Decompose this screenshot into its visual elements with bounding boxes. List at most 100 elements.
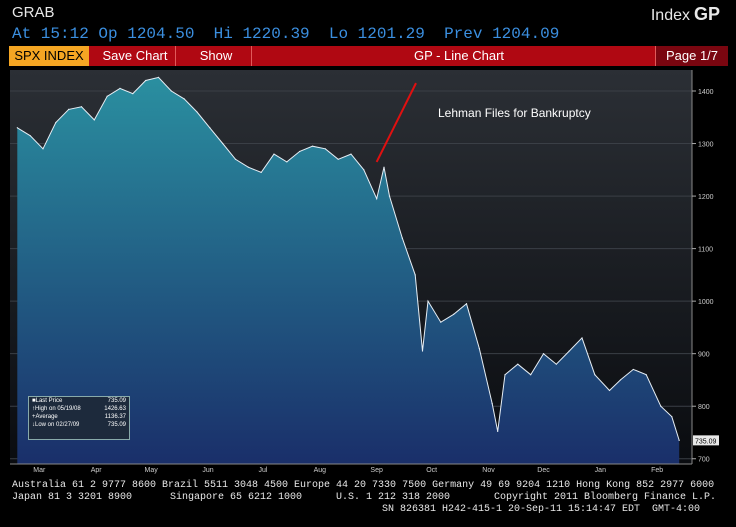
data-point [376,198,378,200]
data-point [68,108,70,110]
x-tick-label: Oct [426,467,437,474]
legend-value: 735.09 [107,398,126,404]
data-point [42,148,44,150]
data-point [478,347,480,350]
data-point [671,416,673,418]
legend-label: Last Price [35,398,63,404]
last-value-tag-text: 735.09 [695,438,717,445]
data-point [247,166,249,168]
x-tick-label: Dec [537,467,550,474]
legend-row-low: ↓Low on 02/27/09 735.09 [32,422,126,428]
legend-label: Average [35,414,58,420]
data-point [157,76,160,78]
data-point [209,127,211,129]
data-point [555,363,557,365]
data-point [401,237,403,239]
data-point [517,363,519,365]
data-point [119,87,121,89]
data-point [414,274,416,276]
data-point [504,374,506,376]
x-tick-label: Jun [202,467,213,474]
data-point [440,321,442,323]
footer-copyright: Copyright 2011 Bloomberg Finance L.P. [494,492,717,503]
x-tick-label: May [145,467,159,474]
legend-label: Low on 02/27/09 [35,422,80,428]
data-point [453,313,455,315]
data-point [568,350,570,352]
data-point [260,171,262,174]
legend-value: 1136.37 [104,414,126,420]
legend-value: 735.09 [107,422,126,428]
x-tick-label: Jan [595,467,606,474]
data-point [619,379,622,381]
x-tick-label: Mar [33,467,46,474]
data-point [273,153,275,155]
footer-contacts: Australia 61 2 9777 8600 Brazil 5511 304… [12,480,715,491]
data-point [542,353,545,355]
data-point [678,439,680,441]
data-point [196,111,198,113]
y-tick-label: 1200 [698,194,714,201]
data-point [581,337,583,339]
data-point [170,90,172,92]
x-tick-label: Aug [314,467,327,474]
show-button[interactable]: Show [181,46,252,66]
data-point [660,405,662,407]
index-code: GP [693,4,720,24]
footer-us: U.S. 1 212 318 2000 [336,492,451,503]
data-point [608,389,611,392]
data-point [299,150,301,153]
data-point [363,169,365,171]
save-chart-button[interactable]: Save Chart [95,46,176,66]
legend-row-high: ↑High on 05/19/08 1426.63 [32,406,126,412]
series-line [17,76,680,441]
data-point [388,195,391,197]
y-tick-label: 700 [698,457,710,464]
data-point [80,106,83,108]
data-point [324,148,326,150]
series-area [17,77,680,465]
data-point [350,153,352,155]
y-tick-label: 1400 [698,89,714,96]
data-point [311,145,314,147]
ticker-tab[interactable]: SPX INDEX [9,46,89,66]
data-point [337,158,339,160]
y-tick-label: 800 [698,404,710,411]
data-point [632,368,634,371]
data-point [132,93,134,95]
legend-row-last: ■Last Price 735.09 [32,398,126,404]
top-header: GRAB Index GP [0,0,736,24]
app-label: GRAB [12,4,55,21]
footer-serial: SN 826381 H242-415-1 20-Sep-11 15:14:47 … [382,504,701,515]
footer-singapore: Singapore 65 6212 1000 [170,492,303,503]
y-tick-label: 1000 [698,299,714,306]
x-tick-label: Feb [651,467,663,474]
data-point [383,166,385,168]
x-tick-label: Jul [259,467,268,474]
chart-annotation: Lehman Files for Bankruptcy [438,106,591,120]
quote-line: At 15:12 Op 1204.50 Hi 1220.39 Lo 1201.2… [12,25,560,43]
footer-japan: Japan 81 3 3201 8900 [12,492,133,503]
chart-title: GP - Line Chart [413,48,505,63]
data-point [222,142,224,145]
data-point [29,135,31,137]
data-point [491,402,493,405]
last-value-tag [693,435,719,446]
data-point [183,98,185,100]
x-tick-label: Nov [482,467,495,474]
data-point [286,161,288,163]
data-point [106,95,108,97]
data-point [530,374,532,376]
index-label: Index GP [651,4,720,25]
y-tick-label: 1300 [698,142,714,149]
chart-legend: ■Last Price 735.09 ↑High on 05/19/08 1426.… [28,396,130,440]
legend-row-average: +Average 1136.37 [32,414,126,420]
data-point [645,374,647,376]
tab-bar: SPX INDEX Save Chart Show GP - Line Char… [9,46,728,66]
page-indicator[interactable]: Page 1/7 [655,46,728,66]
annotation-arrow [375,82,417,163]
data-point [465,303,468,305]
data-point [55,121,57,124]
data-point [16,127,18,129]
data-point [421,350,424,352]
